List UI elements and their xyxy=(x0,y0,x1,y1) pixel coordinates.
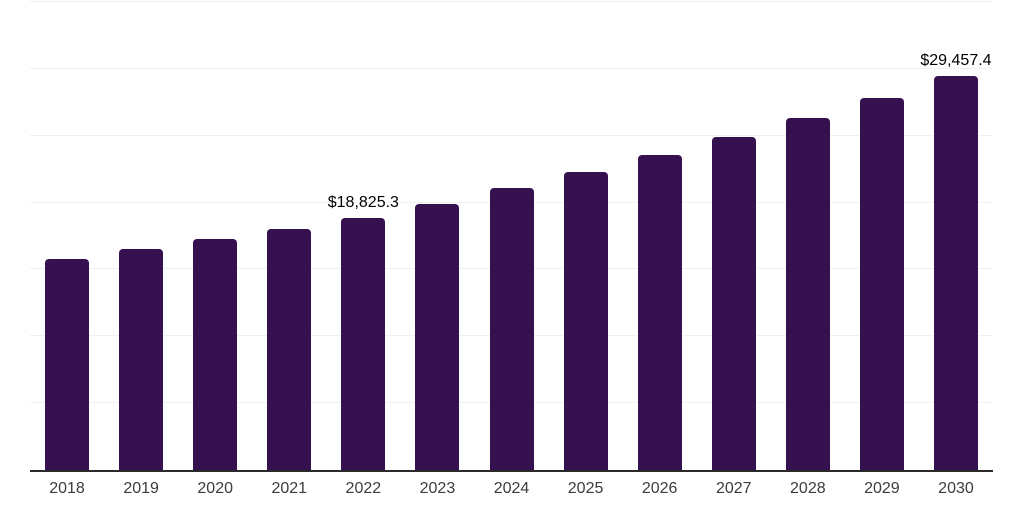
bar-2022 xyxy=(341,218,386,470)
x-axis-label-2018: 2018 xyxy=(49,480,85,497)
bar-slot-2025 xyxy=(549,2,623,470)
bar-2020 xyxy=(193,239,238,470)
x-axis-label-2029: 2029 xyxy=(864,480,900,497)
bar-2026 xyxy=(637,155,682,470)
bar-slot-2023 xyxy=(400,2,474,470)
gridline xyxy=(30,1,993,2)
x-axis-label-2026: 2026 xyxy=(641,480,678,497)
x-axis-label-2024: 2024 xyxy=(493,480,530,497)
bar-2021 xyxy=(267,229,312,470)
bar-2019 xyxy=(119,249,164,470)
x-axis-label-2028: 2028 xyxy=(790,480,826,497)
bar-2018 xyxy=(45,259,90,470)
bar-slot-2029 xyxy=(845,2,919,470)
bar-slot-2027 xyxy=(697,2,771,470)
x-axis-labels: 2018 2019 2020 2021 2022 2023 2024 2025 2026 2027… xyxy=(30,480,993,498)
x-axis-label-2020: 2020 xyxy=(197,480,233,497)
bar-2028 xyxy=(785,117,830,470)
data-label-2022: $18,825.3 xyxy=(327,194,399,212)
bar-slot-2026 xyxy=(623,2,697,470)
plot-area: $18,825.3 $29,457.4 xyxy=(30,1,993,470)
bar-slot-2018 xyxy=(30,2,104,470)
gridline xyxy=(30,134,993,136)
bars-layer: $18,825.3 $29,457.4 xyxy=(30,2,993,470)
bar-2024 xyxy=(489,188,534,470)
data-label-2030: $29,457.4 xyxy=(920,52,992,70)
x-axis-label-2022: 2022 xyxy=(345,480,382,497)
gridline xyxy=(30,67,993,69)
bar-slot-2024 xyxy=(474,2,548,470)
x-axis-line xyxy=(30,470,993,472)
bar-slot-2021 xyxy=(252,2,326,470)
x-axis-label-2025: 2025 xyxy=(567,480,604,497)
bar-2029 xyxy=(859,97,904,470)
x-axis-label-2030: 2030 xyxy=(938,480,974,497)
bar-slot-2030: $29,457.4 xyxy=(919,2,993,470)
bar-2027 xyxy=(711,137,756,470)
bar-slot-2020 xyxy=(178,2,252,470)
bar-slot-2019 xyxy=(104,2,178,470)
x-axis-label-2027: 2027 xyxy=(715,480,752,497)
bar-slot-2028 xyxy=(771,2,845,470)
bar-2025 xyxy=(563,172,608,470)
x-axis-label-2021: 2021 xyxy=(271,480,308,497)
x-axis-label-2019: 2019 xyxy=(123,480,159,497)
bar-slot-2022: $18,825.3 xyxy=(326,2,400,470)
x-axis-label-2023: 2023 xyxy=(419,480,456,497)
bar-2023 xyxy=(415,203,460,470)
bar-2030 xyxy=(933,76,978,470)
